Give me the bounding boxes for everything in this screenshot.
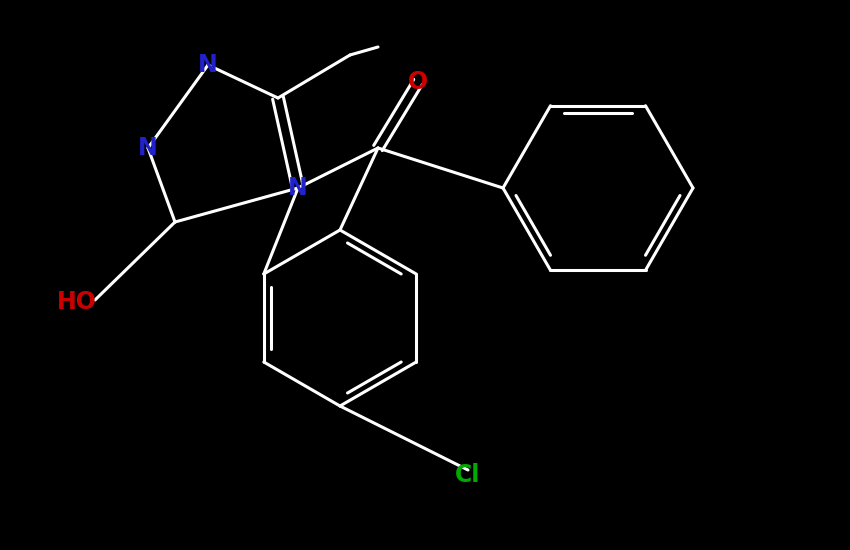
Text: O: O bbox=[408, 70, 428, 94]
Text: N: N bbox=[198, 53, 218, 77]
Text: N: N bbox=[288, 176, 308, 200]
Text: Cl: Cl bbox=[456, 463, 481, 487]
Text: N: N bbox=[138, 136, 158, 160]
Text: HO: HO bbox=[57, 290, 97, 314]
